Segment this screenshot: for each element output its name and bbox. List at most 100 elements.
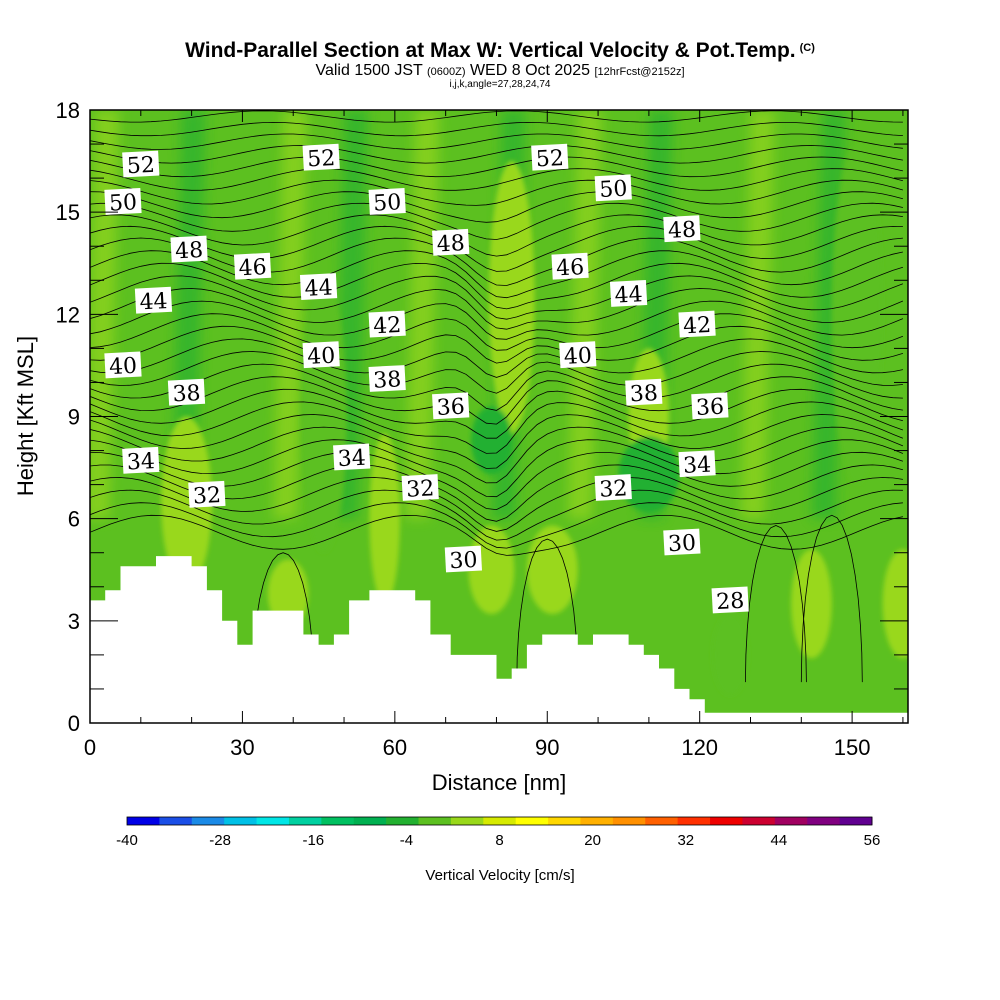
isentrope-label-box xyxy=(302,341,340,369)
velocity-cell-ring xyxy=(487,434,495,447)
x-tick-label: 0 xyxy=(84,735,96,760)
isentrope-line xyxy=(90,156,903,178)
terrain xyxy=(90,556,908,723)
isentrope-label-text: 40 xyxy=(563,343,592,369)
isentrope-label-text: 36 xyxy=(436,395,465,421)
isentrope-line xyxy=(90,237,903,286)
x-tick-label: 30 xyxy=(230,735,254,760)
isentrope-line xyxy=(90,313,904,351)
colorbar-swatch xyxy=(742,817,776,825)
isentrope-label: 28 xyxy=(711,586,749,615)
colorbar-tick-label: -28 xyxy=(209,832,231,849)
isentrope-line xyxy=(90,514,903,556)
velocity-band xyxy=(273,110,308,519)
forecast-info: [12hrFcst@2152z] xyxy=(594,66,685,78)
colorbar-swatch xyxy=(774,817,808,825)
isentrope-label: 32 xyxy=(401,474,439,503)
colorbar-swatch xyxy=(450,817,484,825)
isentrope-label-box xyxy=(167,378,206,406)
isentrope-label-box xyxy=(233,252,272,280)
isentrope-label-box xyxy=(594,174,632,202)
isentrope-label-box xyxy=(625,378,663,406)
isentrope-label-text: 30 xyxy=(449,548,478,574)
colorbar-tick-label: -40 xyxy=(116,832,138,849)
isentrope-label: 32 xyxy=(594,474,632,503)
isentrope-line xyxy=(90,489,903,541)
isentrope-line xyxy=(90,464,903,522)
isentrope-label: 52 xyxy=(302,143,340,172)
velocity-cell-ring xyxy=(852,285,862,343)
colorbar-swatch xyxy=(418,817,452,825)
isentrope-label-box xyxy=(531,143,569,171)
isentrope-line xyxy=(90,133,903,150)
isentrope-line xyxy=(90,179,904,206)
colorbar-tick-label: 32 xyxy=(677,832,694,849)
isentrope-label-box xyxy=(678,310,716,338)
isentrope-label-box xyxy=(444,545,483,573)
isentrope-label: 48 xyxy=(663,215,701,244)
isentrope-label-box xyxy=(678,450,716,478)
colorbar-swatch xyxy=(159,817,193,825)
isentrope-label: 52 xyxy=(122,150,160,179)
isentropes xyxy=(90,110,904,683)
colorbar-tick-label: 20 xyxy=(584,832,601,849)
isentrope-label: 46 xyxy=(551,252,589,281)
isentrope-line xyxy=(90,502,903,549)
colorbar-swatch xyxy=(839,817,873,825)
grid-indices: i,j,k,angle=27,28,24,74 xyxy=(449,79,551,90)
isentrope-line xyxy=(90,376,903,425)
y-tick-label: 15 xyxy=(56,200,80,225)
colorbar-swatch xyxy=(256,817,290,825)
isentrope-label-text: 32 xyxy=(599,476,628,502)
isentrope-line xyxy=(90,414,904,469)
isentrope-line xyxy=(90,288,904,330)
isentrope-label-box xyxy=(188,480,226,508)
y-tick-label: 6 xyxy=(68,507,80,532)
isentrope-line xyxy=(90,214,903,257)
velocity-cell-ring xyxy=(319,393,328,440)
x-tick-label: 150 xyxy=(834,735,871,760)
valid-time: Valid 1500 JST (0600Z) WED 8 Oct 2025 [1… xyxy=(315,62,685,79)
y-tick-label: 9 xyxy=(68,405,80,430)
isentrope-label-text: 48 xyxy=(667,217,696,243)
isentrope-label: 38 xyxy=(167,378,206,407)
isentrope-line xyxy=(90,250,903,299)
copyright-mark: (C) xyxy=(799,42,815,54)
colorbar-swatch xyxy=(710,817,743,825)
isentrope-label: 36 xyxy=(432,392,470,421)
isentrope-line xyxy=(90,145,903,164)
velocity-cell-ring xyxy=(284,587,292,600)
isentrope-label: 46 xyxy=(233,252,272,281)
colorbar-swatch xyxy=(127,817,160,825)
colorbar-swatch xyxy=(612,817,646,825)
isentrope-line xyxy=(90,388,904,439)
isentrope-label: 40 xyxy=(559,341,597,370)
velocity-cell xyxy=(300,280,347,553)
isentrope-label-box xyxy=(134,286,173,314)
colorbar-swatch xyxy=(515,817,549,825)
isentrope-label-text: 30 xyxy=(667,531,696,557)
colorbar-swatch xyxy=(353,817,387,825)
x-axis-title: Distance [nm] xyxy=(432,770,567,795)
colorbar-title: Vertical Velocity [cm/s] xyxy=(425,867,574,884)
isentrope-label-text: 42 xyxy=(373,313,402,339)
isentrope-label: 52 xyxy=(531,143,569,172)
colorbar-swatch xyxy=(807,817,841,825)
isentrope-label: 30 xyxy=(663,528,701,557)
isentrope-label: 40 xyxy=(104,351,142,380)
colorbar-tick-label: -16 xyxy=(302,832,324,849)
isentrope-label-text: 32 xyxy=(406,476,435,502)
velocity-cell-ring xyxy=(507,274,516,321)
isentrope-label-text: 52 xyxy=(535,146,564,172)
isentrope-label-box xyxy=(594,474,632,501)
velocity-cell xyxy=(791,549,832,659)
isentrope-label-box xyxy=(663,528,701,556)
isentrope-line xyxy=(90,477,903,532)
isentrope-line xyxy=(90,168,904,191)
colorbar: -40 -28 -16 -4 8 20 32 44 56 xyxy=(116,816,880,849)
isentrope-label-text: 38 xyxy=(172,381,201,407)
isentrope-label-text: 36 xyxy=(695,395,724,421)
y-tick-label: 3 xyxy=(68,609,80,634)
velocity-cell-ring xyxy=(487,562,496,578)
